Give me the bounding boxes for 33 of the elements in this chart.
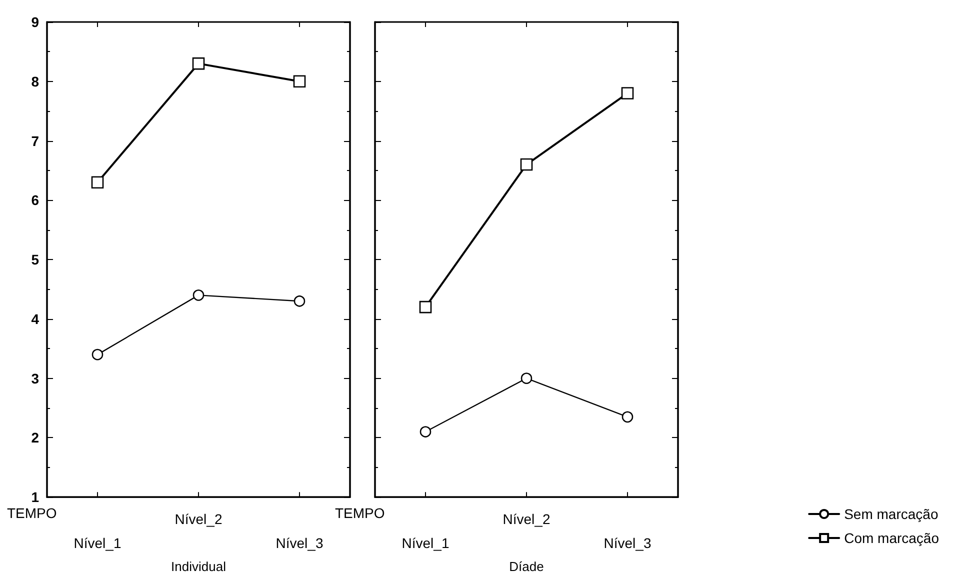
point xyxy=(621,87,634,100)
legend-label: Sem marcação xyxy=(844,506,938,522)
point xyxy=(91,176,104,188)
text: TEMPO xyxy=(335,505,385,521)
legend-label: Com marcação xyxy=(844,530,940,546)
point xyxy=(293,75,306,88)
text: TEMPO xyxy=(7,505,57,521)
y-tick-label: 6 xyxy=(31,192,40,208)
x-tick-label: Nível_1 xyxy=(74,535,122,552)
point xyxy=(520,158,533,171)
x-tick-label: Nível_2 xyxy=(502,511,550,528)
x-axis-title: Díade xyxy=(509,559,544,574)
x-tick-label: Nível_3 xyxy=(604,535,652,552)
y-tick-label: 4 xyxy=(31,310,40,327)
point xyxy=(520,372,532,384)
point xyxy=(92,348,104,360)
x-tick-label: Nível_2 xyxy=(174,511,222,528)
y-tick-label: 8 xyxy=(31,73,40,90)
point xyxy=(419,300,432,314)
x-tick-label: Nível_3 xyxy=(276,535,324,552)
point xyxy=(192,290,204,301)
x-tick-label: Nível_1 xyxy=(402,535,450,552)
point xyxy=(192,57,205,70)
y-tick-label: 2 xyxy=(31,430,40,446)
y-tick-label: 5 xyxy=(31,252,40,268)
point xyxy=(420,426,432,438)
point xyxy=(294,295,306,307)
y-tick-label: 9 xyxy=(31,14,40,30)
point xyxy=(622,411,634,423)
y-tick-label: 1 xyxy=(31,489,40,506)
x-axis-title: Individual xyxy=(171,559,226,574)
y-tick-label: 3 xyxy=(31,370,40,386)
y-tick-label: 7 xyxy=(31,132,40,149)
